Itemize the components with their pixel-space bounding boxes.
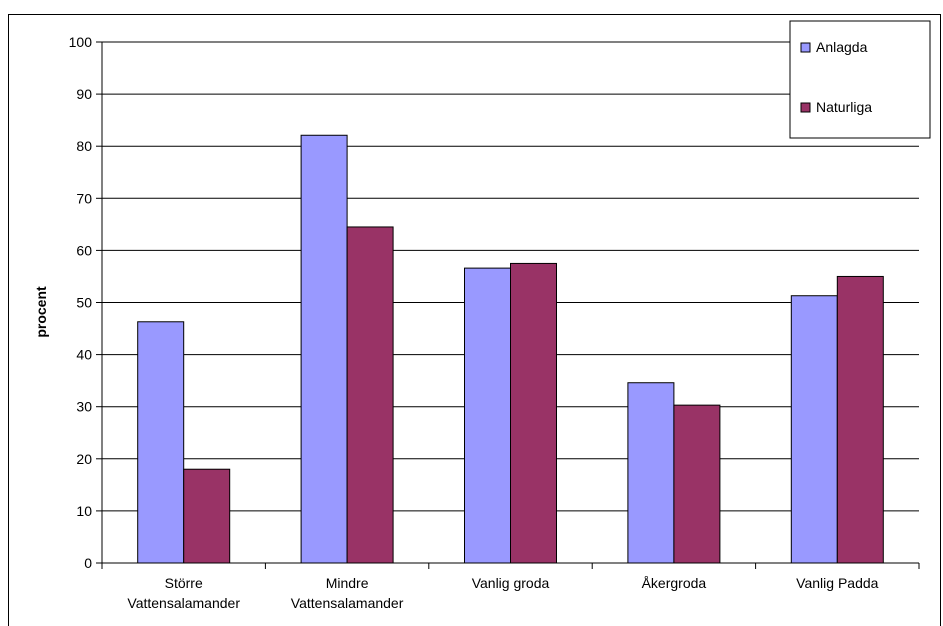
x-category-label: Vattensalamander bbox=[127, 595, 240, 611]
y-tick-label: 0 bbox=[84, 555, 92, 571]
y-tick-label: 10 bbox=[76, 503, 92, 519]
axes bbox=[96, 41, 920, 569]
x-category-labels: Större Vattensalamander Mindre Vattensalama… bbox=[127, 575, 878, 611]
x-category-label: Större bbox=[165, 575, 203, 591]
bar-naturliga-3 bbox=[673, 404, 721, 564]
x-category-label: Vattensalamander bbox=[291, 595, 404, 611]
bars bbox=[137, 134, 884, 564]
x-category-label: Vanlig Padda bbox=[796, 575, 878, 591]
x-category-label: Åkergroda bbox=[642, 575, 707, 591]
bar-naturliga-1 bbox=[346, 226, 394, 564]
x-category-label: Vanlig groda bbox=[472, 575, 550, 591]
y-tick-label: 90 bbox=[76, 86, 92, 102]
y-tick-label: 20 bbox=[76, 451, 92, 467]
y-tick-label: 60 bbox=[76, 242, 92, 258]
bar-anlagda-2 bbox=[464, 267, 511, 564]
legend-label-naturliga: Naturliga bbox=[816, 99, 872, 115]
y-axis-label: procent bbox=[33, 286, 49, 338]
x-category-label: Mindre bbox=[326, 575, 369, 591]
y-tick-label: 100 bbox=[69, 34, 93, 50]
bar-anlagda-0 bbox=[137, 321, 185, 564]
y-tick-labels: 0 10 20 30 40 50 60 70 80 90 100 bbox=[69, 34, 93, 571]
bar-anlagda-3 bbox=[627, 382, 675, 564]
bar-anlagda-1 bbox=[300, 134, 348, 564]
y-tick-label: 70 bbox=[76, 190, 92, 206]
bar-naturliga-4 bbox=[836, 275, 884, 564]
legend: Anlagda Naturliga bbox=[789, 20, 931, 139]
y-tick-label: 80 bbox=[76, 138, 92, 154]
bar-naturliga-0 bbox=[183, 468, 231, 564]
bar-anlagda-4 bbox=[790, 295, 838, 564]
legend-label-anlagda: Anlagda bbox=[816, 39, 868, 55]
bar-naturliga-2 bbox=[510, 262, 557, 564]
legend-swatch-naturliga bbox=[800, 102, 811, 113]
chart-frame bbox=[8, 14, 941, 626]
y-tick-label: 50 bbox=[76, 295, 92, 311]
legend-box bbox=[789, 20, 931, 139]
y-tick-label: 30 bbox=[76, 399, 92, 415]
legend-swatch-anlagda bbox=[800, 42, 811, 53]
y-tick-label: 40 bbox=[76, 347, 92, 363]
